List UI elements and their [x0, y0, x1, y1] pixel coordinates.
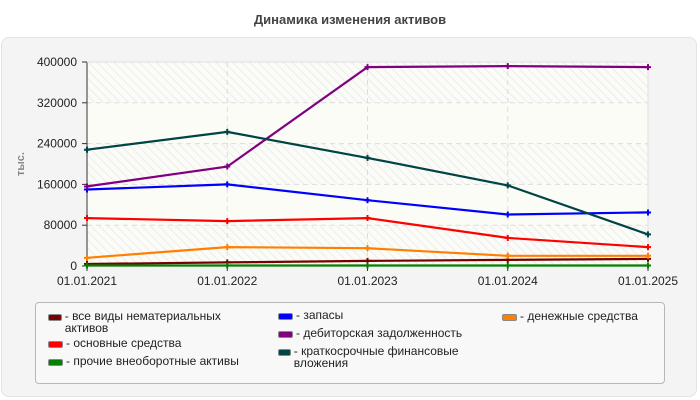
- data-point-marker: [504, 211, 511, 218]
- data-point-marker: [504, 252, 511, 259]
- legend-label: - все виды нематериальных активов: [64, 309, 221, 335]
- legend-item-intangible: - все виды нематериальных активов: [48, 310, 248, 334]
- legend-item-cash: - денежные средства: [502, 310, 662, 322]
- legend-swatch: [278, 331, 293, 338]
- legend-label: - запасы: [296, 308, 344, 322]
- data-point-marker: [224, 128, 231, 135]
- legend-label: - основные средства: [66, 336, 182, 350]
- data-point-marker: [84, 254, 90, 261]
- legend-swatch: [278, 313, 293, 320]
- data-point-marker: [645, 244, 651, 251]
- y-tick-label: 160000: [37, 177, 77, 191]
- legend-swatch: [48, 314, 62, 321]
- data-point-marker: [364, 262, 371, 269]
- data-point-marker: [504, 262, 511, 269]
- data-point-marker: [364, 154, 371, 161]
- data-point-marker: [645, 64, 651, 71]
- y-tick-label: 400000: [37, 55, 77, 69]
- legend-swatch: [48, 359, 63, 366]
- data-point-marker: [364, 197, 371, 204]
- data-point-marker: [504, 63, 511, 70]
- x-tick-label: 01.01.2021: [57, 274, 117, 288]
- y-tick-label: 240000: [37, 137, 77, 151]
- chart-title: Динамика изменения активов: [253, 12, 447, 27]
- legend-swatch: [278, 349, 291, 356]
- line-chart: 0 80000 160000 240000 320000 400000 01.01.2021…: [15, 55, 678, 288]
- y-tick-label: 320000: [37, 96, 77, 110]
- x-tick-label: 01.01.2024: [478, 274, 538, 288]
- data-point-marker: [504, 182, 511, 189]
- legend-item-other-noncurrent: - прочие внеоборотные активы: [48, 355, 268, 367]
- data-point-marker: [645, 209, 651, 216]
- data-point-marker: [84, 183, 90, 190]
- x-tick-label: 01.01.2025: [618, 274, 678, 288]
- data-point-marker: [504, 234, 511, 241]
- data-point-marker: [224, 262, 231, 269]
- data-point-marker: [224, 218, 231, 225]
- legend-item-short-term-investments: - краткосрочные финансовые вложения: [278, 345, 478, 369]
- legend-item-inventory: - запасы: [278, 309, 478, 321]
- legend-item-receivables: - дебиторская задолженность: [278, 327, 498, 339]
- data-point-marker: [364, 215, 371, 222]
- legend-swatch: [48, 341, 63, 348]
- legend-label: - дебиторская задолженность: [296, 326, 463, 340]
- y-tick-label: 0: [70, 259, 77, 273]
- data-point-marker: [224, 181, 231, 188]
- legend-swatch: [502, 314, 517, 321]
- data-point-marker: [224, 163, 231, 170]
- legend-label: - краткосрочные финансовые вложения: [293, 344, 459, 370]
- data-point-marker: [224, 244, 231, 251]
- x-tick-label: 01.01.2022: [197, 274, 257, 288]
- y-axis-label: тыс.: [15, 152, 27, 176]
- data-point-marker: [645, 231, 651, 238]
- plot-area: 0 80000 160000 240000 320000 400000 01.01.2021…: [15, 55, 678, 288]
- x-tick-label: 01.01.2023: [337, 274, 397, 288]
- legend: - все виды нематериальных активов - осно…: [35, 302, 665, 384]
- y-tick-label: 80000: [44, 218, 78, 232]
- data-point-marker: [645, 252, 651, 259]
- data-point-marker: [364, 245, 371, 252]
- legend-label: - прочие внеоборотные активы: [66, 354, 239, 368]
- data-point-marker: [84, 262, 90, 269]
- data-point-marker: [364, 64, 371, 71]
- data-point-marker: [645, 262, 651, 269]
- legend-item-fixed-assets: - основные средства: [48, 337, 248, 349]
- legend-label: - денежные средства: [520, 309, 638, 323]
- data-point-marker: [84, 215, 90, 222]
- data-point-marker: [84, 146, 90, 153]
